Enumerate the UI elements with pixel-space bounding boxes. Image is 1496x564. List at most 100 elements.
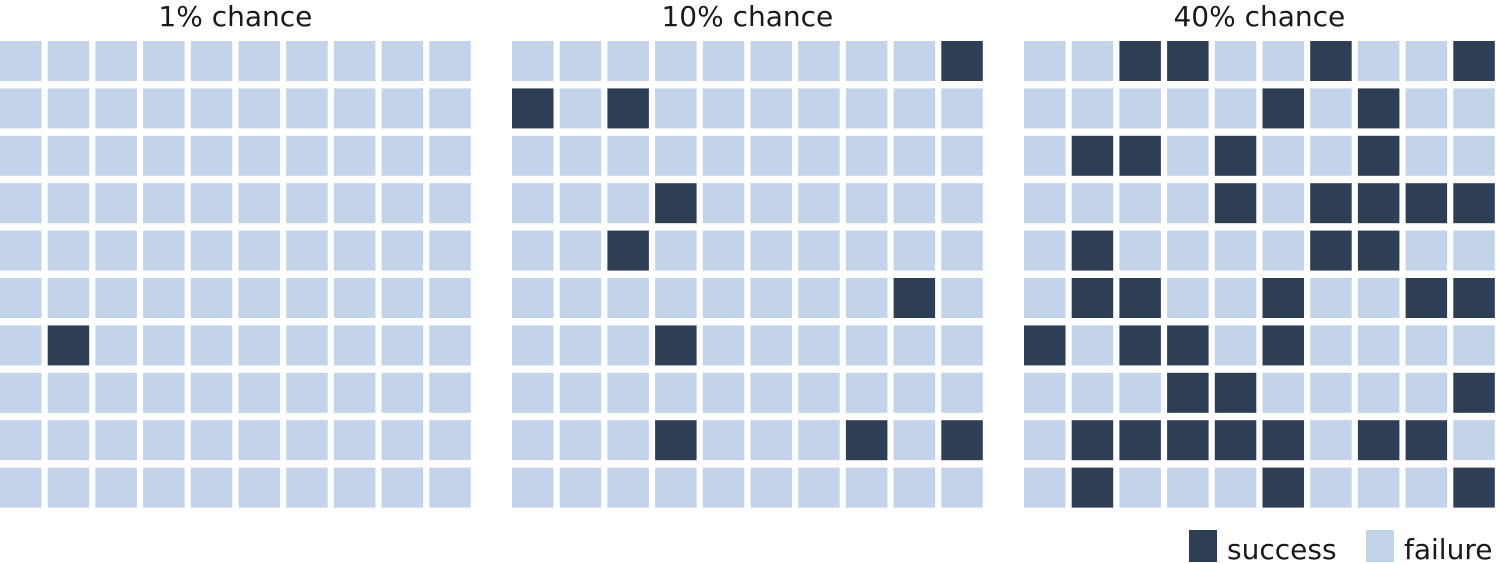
failure-cell [286,183,328,224]
failure-cell [559,41,602,81]
failure-cell [47,88,90,129]
failure-cell [655,41,697,81]
failure-cell [702,183,745,224]
failure-cell [1167,278,1209,318]
failure-cell [607,467,649,508]
failure-cell [381,230,424,271]
failure-cell [429,41,471,81]
failure-cell [1405,41,1448,81]
failure-cell [1071,41,1114,81]
failure-cell [381,420,424,461]
success-cell [1214,135,1257,176]
legend-failure-label: failure [1404,533,1492,564]
failure-cell [893,467,936,508]
failure-cell [0,230,42,271]
failure-cell [941,467,983,508]
failure-cell [750,41,792,81]
failure-cell [0,420,42,461]
success-cell [655,183,697,224]
failure-cell [512,41,554,81]
success-cell [1405,183,1448,224]
failure-cell [1214,278,1257,318]
success-cell [607,230,649,271]
failure-cell [95,420,137,461]
success-cell [1262,420,1304,461]
success-cell [47,325,90,366]
failure-cell [893,372,936,413]
failure-cell [190,278,233,318]
failure-cell [190,230,233,271]
failure-cell [1071,325,1114,366]
failure-cell [1310,88,1352,129]
failure-cell [333,230,376,271]
panel-3: 40% chance [1024,0,1495,508]
success-cell [1214,420,1257,461]
failure-cell [750,135,792,176]
success-cell [1405,278,1448,318]
failure-cell [750,420,792,461]
failure-cell [1167,230,1209,271]
failure-cell [1071,183,1114,224]
failure-cell [286,41,328,81]
failure-cell [512,183,554,224]
failure-cell [1024,372,1066,413]
failure-cell [333,325,376,366]
failure-cell [655,88,697,129]
failure-cell [750,372,792,413]
failure-cell [1310,325,1352,366]
failure-cell [559,372,602,413]
failure-cell [47,135,90,176]
failure-cell [190,467,233,508]
failure-cell [143,41,185,81]
success-cell [1071,420,1114,461]
failure-cell [893,41,936,81]
success-cell [607,88,649,129]
failure-cell [941,372,983,413]
failure-cell [381,467,424,508]
failure-cell [1214,230,1257,271]
failure-cell [512,278,554,318]
failure-cell [429,467,471,508]
success-cell [1262,278,1304,318]
failure-cell [607,372,649,413]
failure-cell [429,88,471,129]
failure-cell [0,278,42,318]
success-cell [1214,372,1257,413]
failure-cell [1453,88,1495,129]
failure-cell [1024,230,1066,271]
failure-cell [941,135,983,176]
failure-cell [512,467,554,508]
failure-cell [95,372,137,413]
failure-cell [238,135,280,176]
success-cell [1024,325,1066,366]
failure-cell [845,88,888,129]
failure-cell [1405,372,1448,413]
failure-cell [238,88,280,129]
failure-cell [655,135,697,176]
failure-cell [750,278,792,318]
failure-cell [893,230,936,271]
failure-cell [143,88,185,129]
success-cell [1453,467,1495,508]
failure-cell [143,325,185,366]
failure-cell [238,420,280,461]
success-cell [1119,420,1161,461]
failure-cell [333,135,376,176]
failure-cell [845,41,888,81]
failure-cell [655,230,697,271]
failure-cell [512,325,554,366]
failure-cell [1405,467,1448,508]
failure-cell [1310,372,1352,413]
failure-cell [143,278,185,318]
success-cell [1262,467,1304,508]
failure-cell [95,183,137,224]
failure-cell [559,325,602,366]
legend: success failure [1189,530,1492,564]
failure-cell [1262,230,1304,271]
success-cell [1167,41,1209,81]
failure-cell [559,420,602,461]
failure-cell [750,467,792,508]
failure-cell [190,325,233,366]
failure-cell [47,420,90,461]
failure-cell [1167,135,1209,176]
